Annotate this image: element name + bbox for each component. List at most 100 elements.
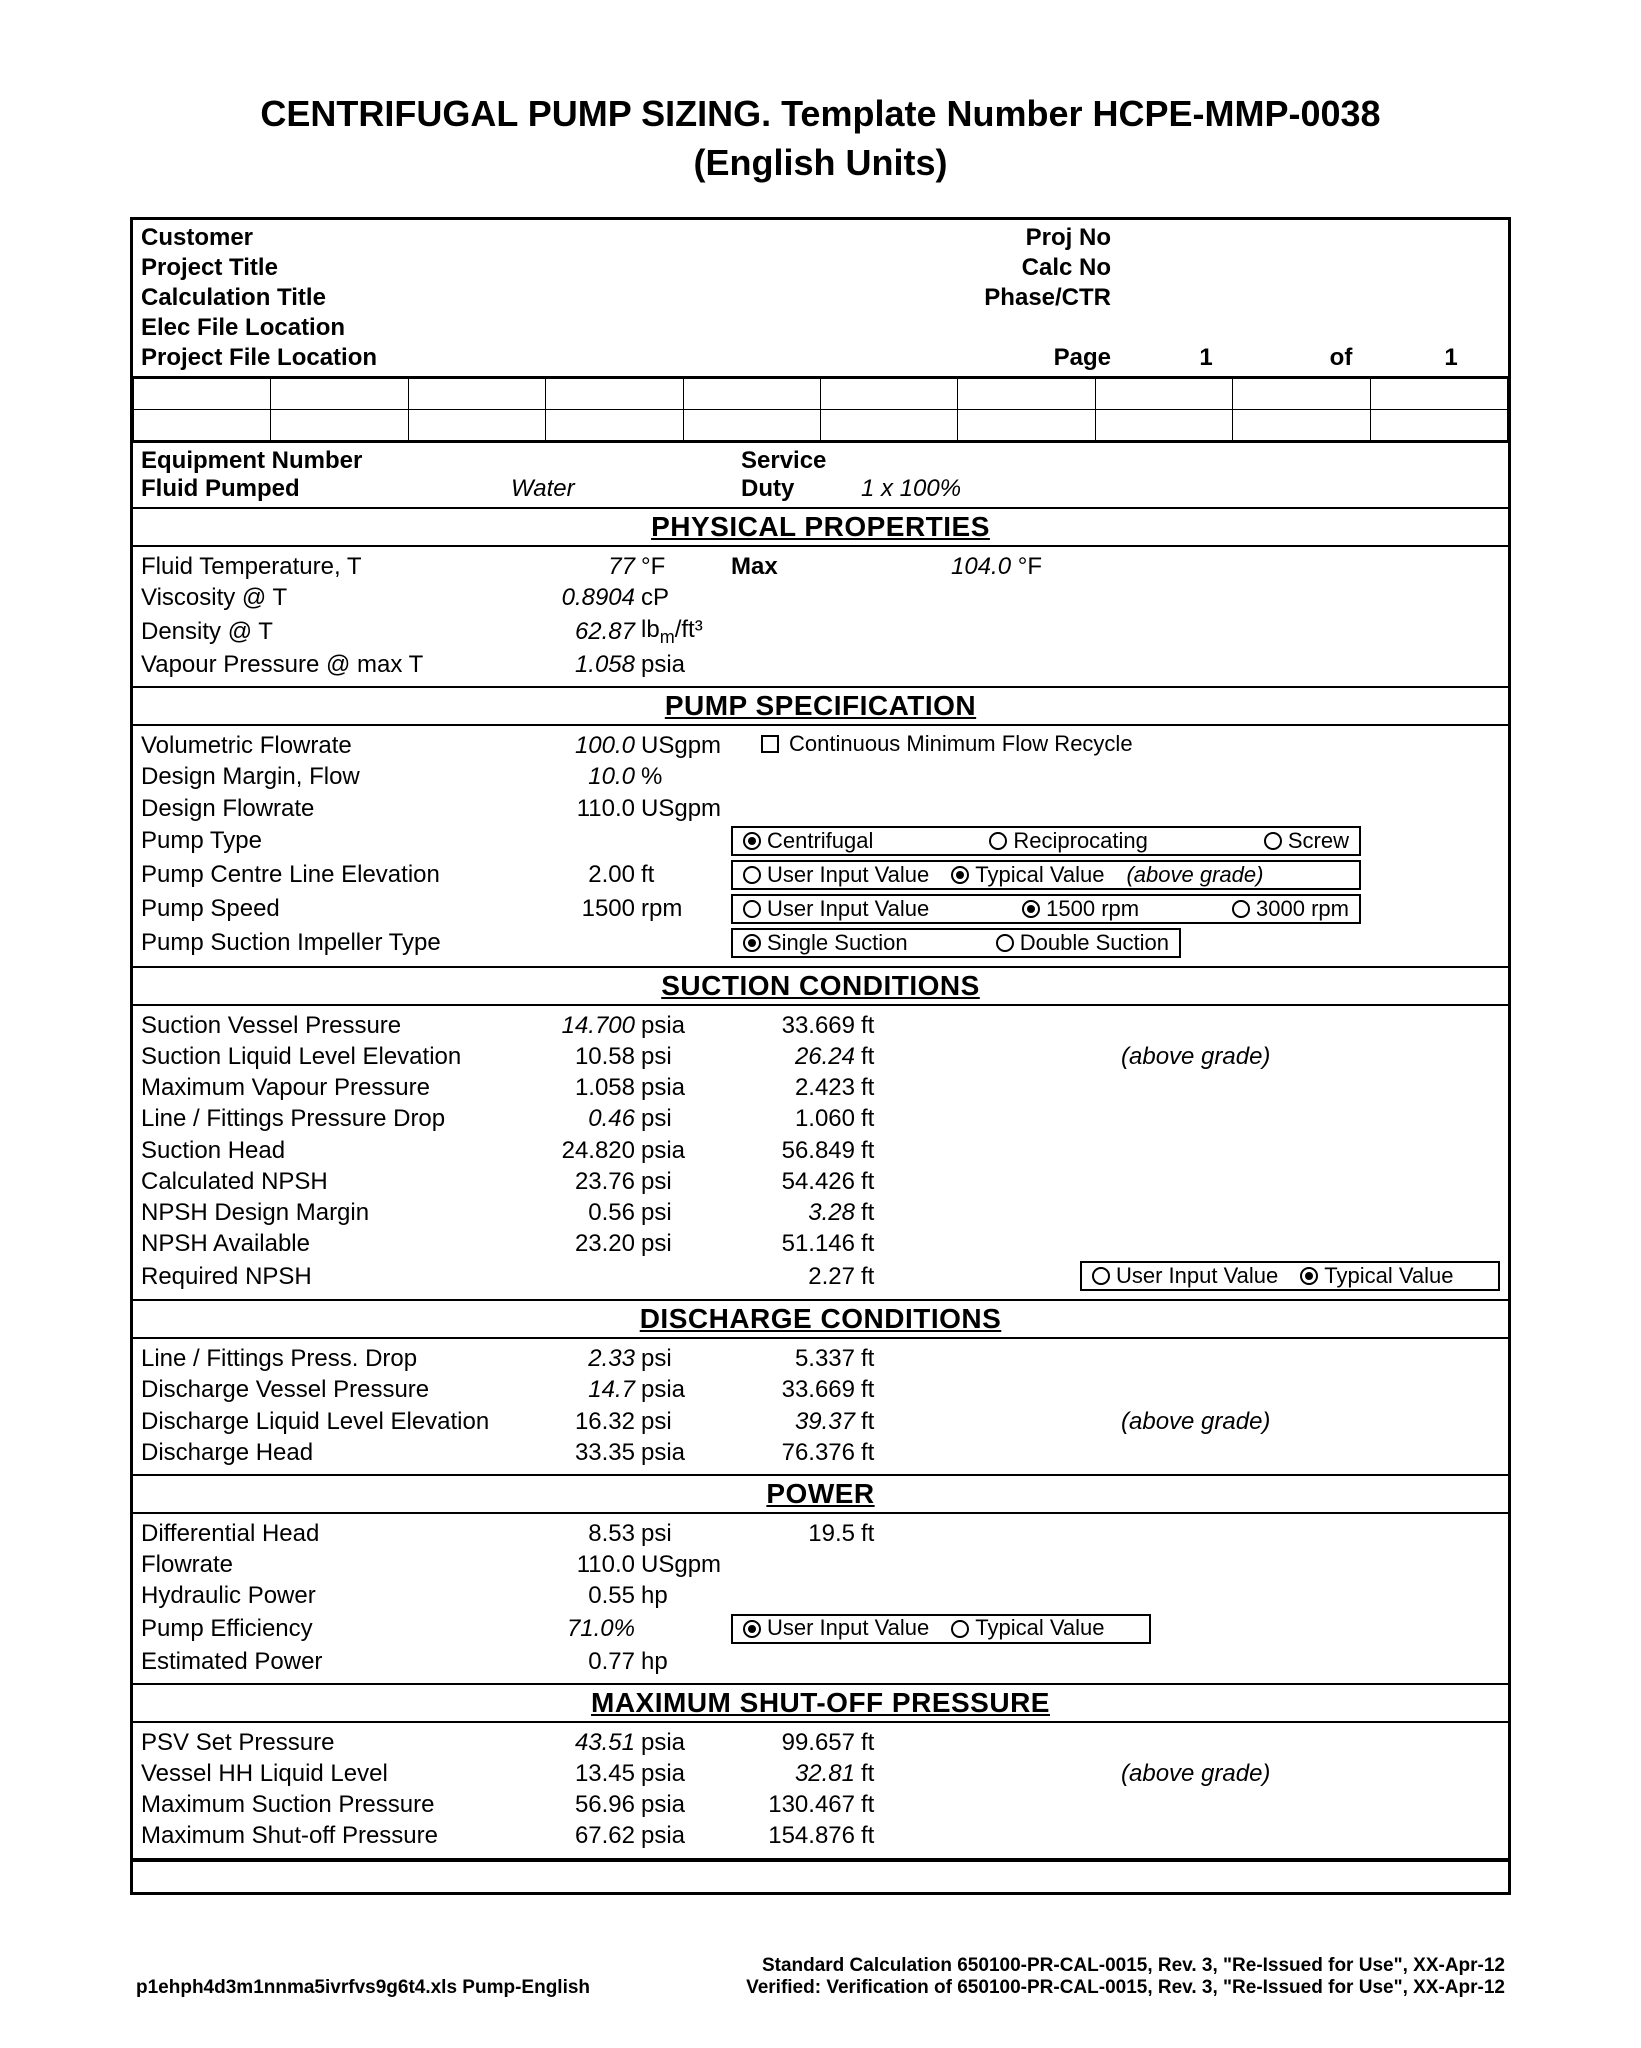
design-unit: USgpm bbox=[641, 793, 731, 824]
data-row: Suction Head24.820psia56.849ft bbox=[133, 1135, 1508, 1166]
row-unit1: psia bbox=[641, 1727, 731, 1758]
volflow-value: 100.0 bbox=[511, 730, 641, 761]
section-suction: SUCTION CONDITIONS bbox=[133, 968, 1508, 1004]
radio-icon bbox=[743, 866, 761, 884]
row-unit1: psi bbox=[641, 1228, 731, 1259]
visc-value: 0.8904 bbox=[511, 582, 641, 613]
data-row: Vessel HH Liquid Level13.45psia32.81ft(a… bbox=[133, 1758, 1508, 1789]
row-unit1: psia bbox=[641, 1374, 731, 1405]
row-val1: 0.56 bbox=[511, 1197, 641, 1228]
row-unit2: ft bbox=[861, 1103, 951, 1134]
suction-conditions: Suction Vessel Pressure14.700psia33.669f… bbox=[133, 1004, 1508, 1302]
row-val1: 24.820 bbox=[511, 1135, 641, 1166]
pages-num: 1 bbox=[1391, 344, 1511, 372]
estpow-unit: hp bbox=[641, 1646, 731, 1677]
section-physical: PHYSICAL PROPERTIES bbox=[133, 509, 1508, 545]
design-label: Design Flowrate bbox=[141, 793, 511, 824]
radio-icon bbox=[1022, 900, 1040, 918]
row-label: Discharge Liquid Level Elevation bbox=[141, 1406, 511, 1437]
calc-title-label: Calculation Title bbox=[141, 284, 521, 312]
centre-label: Pump Centre Line Elevation bbox=[141, 859, 511, 890]
eff-options[interactable]: User Input Value Typical Value bbox=[731, 1614, 1151, 1644]
row-label: Suction Liquid Level Elevation bbox=[141, 1041, 511, 1072]
row-label: Line / Fittings Press. Drop bbox=[141, 1343, 511, 1374]
project-file-label: Project File Location bbox=[141, 344, 521, 372]
radio-icon bbox=[1092, 1267, 1110, 1285]
duty-label: Duty bbox=[741, 475, 861, 503]
row-label: PSV Set Pressure bbox=[141, 1727, 511, 1758]
minflow-check[interactable]: Continuous Minimum Flow Recycle bbox=[761, 730, 1133, 759]
row-label: Line / Fittings Pressure Drop bbox=[141, 1103, 511, 1134]
speed-value: 1500 bbox=[511, 893, 641, 924]
impeller-options[interactable]: Single Suction Double Suction bbox=[731, 928, 1181, 958]
dh-label: Differential Head bbox=[141, 1518, 511, 1549]
of-label: of bbox=[1291, 344, 1391, 372]
margin-unit: % bbox=[641, 761, 731, 792]
pumptype-options[interactable]: Centrifugal Reciprocating Screw bbox=[731, 826, 1361, 856]
required-npsh-row: Required NPSH2.27ftUser Input ValueTypic… bbox=[133, 1259, 1508, 1301]
row-label: Calculated NPSH bbox=[141, 1166, 511, 1197]
radio-icon bbox=[743, 1620, 761, 1638]
row-unit2: ft bbox=[861, 1727, 951, 1758]
row-val2: 130.467 bbox=[731, 1789, 861, 1820]
speed-options[interactable]: User Input Value 1500 rpm 3000 rpm bbox=[731, 894, 1361, 924]
bottom-spacer bbox=[133, 1860, 1508, 1892]
spacer-grid bbox=[133, 378, 1508, 443]
reqnpsh-label: Required NPSH bbox=[141, 1261, 511, 1292]
vap-label: Vapour Pressure @ max T bbox=[141, 649, 511, 680]
row-label: Suction Head bbox=[141, 1135, 511, 1166]
row-val1: 67.62 bbox=[511, 1820, 641, 1851]
row-val1: 56.96 bbox=[511, 1789, 641, 1820]
centre-options[interactable]: User Input Value Typical Value (above gr… bbox=[731, 860, 1361, 890]
fluid-label: Fluid Pumped bbox=[141, 475, 511, 503]
row-val2: 32.81 bbox=[731, 1758, 861, 1789]
centre-value: 2.00 bbox=[511, 859, 641, 890]
row-val2: 3.28 bbox=[731, 1197, 861, 1228]
row-unit1: psia bbox=[641, 1758, 731, 1789]
row-unit2: ft bbox=[861, 1406, 951, 1437]
row-unit2: ft bbox=[861, 1789, 951, 1820]
section-power: POWER bbox=[133, 1476, 1508, 1512]
row-val1: 14.700 bbox=[511, 1010, 641, 1041]
radio-icon bbox=[1232, 900, 1250, 918]
pump-specification: Volumetric Flowrate 100.0 USgpm Continuo… bbox=[133, 724, 1508, 968]
reqnpsh-options[interactable]: User Input ValueTypical Value bbox=[1080, 1261, 1500, 1291]
dh-v1: 8.53 bbox=[511, 1518, 641, 1549]
vap-unit: psia bbox=[641, 649, 731, 680]
dens-label: Density @ T bbox=[141, 616, 511, 647]
row-label: Discharge Vessel Pressure bbox=[141, 1374, 511, 1405]
row-val1: 1.058 bbox=[511, 1072, 641, 1103]
row-val1: 2.33 bbox=[511, 1343, 641, 1374]
hydpow-label: Hydraulic Power bbox=[141, 1580, 511, 1611]
row-unit2: ft bbox=[861, 1228, 951, 1259]
service-label: Service bbox=[741, 447, 861, 475]
eff-value: 71.0% bbox=[511, 1613, 641, 1644]
flowrate-unit: USgpm bbox=[641, 1549, 731, 1580]
dens-unit: lbm/ft³ bbox=[641, 614, 731, 649]
margin-label: Design Margin, Flow bbox=[141, 761, 511, 792]
row-val2: 154.876 bbox=[731, 1820, 861, 1851]
radio-icon bbox=[743, 832, 761, 850]
row-val2: 2.423 bbox=[731, 1072, 861, 1103]
fluid-value: Water bbox=[511, 475, 741, 503]
calcno-label: Calc No bbox=[941, 254, 1121, 282]
row-label: Maximum Suction Pressure bbox=[141, 1789, 511, 1820]
row-label: Vessel HH Liquid Level bbox=[141, 1758, 511, 1789]
row-unit1: psia bbox=[641, 1820, 731, 1851]
row-unit2: ft bbox=[861, 1041, 951, 1072]
eff-label: Pump Efficiency bbox=[141, 1613, 511, 1644]
row-val1: 23.20 bbox=[511, 1228, 641, 1259]
row-unit2: ft bbox=[861, 1010, 951, 1041]
vap-value: 1.058 bbox=[511, 649, 641, 680]
power: Differential Head 8.53 psi 19.5 ft Flowr… bbox=[133, 1512, 1508, 1685]
hydpow-value: 0.55 bbox=[511, 1580, 641, 1611]
data-row: Calculated NPSH23.76psi54.426ft bbox=[133, 1166, 1508, 1197]
row-unit2: ft bbox=[861, 1072, 951, 1103]
row-label: Suction Vessel Pressure bbox=[141, 1010, 511, 1041]
flowrate-value: 110.0 bbox=[511, 1549, 641, 1580]
row-val2: 99.657 bbox=[731, 1727, 861, 1758]
row-unit2: ft bbox=[861, 1197, 951, 1228]
visc-label: Viscosity @ T bbox=[141, 582, 511, 613]
max-shutoff: PSV Set Pressure43.51psia99.657ftVessel … bbox=[133, 1721, 1508, 1860]
row-val2: 76.376 bbox=[731, 1437, 861, 1468]
